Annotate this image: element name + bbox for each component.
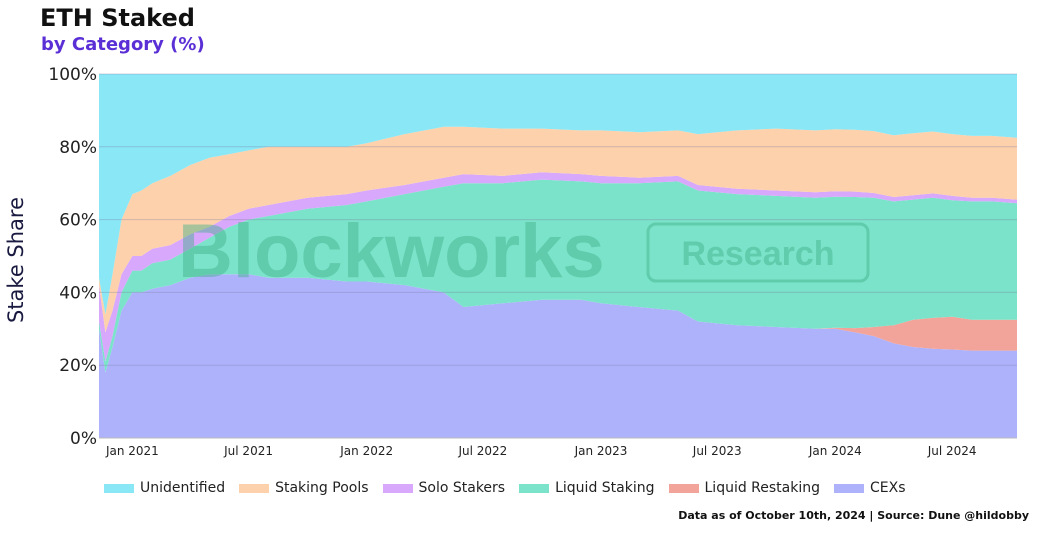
- area-layers: [99, 74, 1017, 438]
- legend-label: CEXs: [870, 480, 906, 496]
- watermark-tag: Research: [681, 235, 834, 273]
- gridlines: [99, 73, 1017, 366]
- legend-item-solo-stakers[interactable]: Solo Stakers: [382, 480, 506, 496]
- legend-item-staking-pools[interactable]: Staking Pools: [239, 480, 369, 496]
- legend-label: Liquid Restaking: [704, 480, 821, 496]
- x-tick-label: Jul 2022: [457, 444, 507, 458]
- legend-label: Liquid Staking: [555, 480, 655, 496]
- x-tick-label: Jan 2021: [105, 444, 159, 458]
- watermark-tag-box: [646, 222, 870, 283]
- area-staking-pools: [99, 126, 1017, 333]
- y-tick-label: 60%: [59, 211, 97, 231]
- legend-swatch: [382, 483, 413, 493]
- y-tick-label: 40%: [59, 283, 97, 303]
- legend-item-unidentified[interactable]: Unidentified: [104, 480, 225, 496]
- x-tick-label: Jul 2024: [927, 444, 977, 458]
- legend-swatch: [239, 483, 270, 493]
- chart-title: ETH Staked: [40, 4, 195, 32]
- legend-label: Unidentified: [140, 480, 226, 496]
- source-note: Data as of October 10th, 2024 | Source: …: [678, 509, 1029, 522]
- y-tick-label: 80%: [59, 138, 97, 158]
- y-tick-label: 100%: [48, 65, 97, 85]
- y-tick-labels: 0% 20% 40% 60% 80% 100%: [48, 65, 97, 449]
- legend-swatch: [519, 483, 550, 493]
- area-liquid-staking: [99, 179, 1017, 373]
- legend-label: Staking Pools: [275, 480, 369, 496]
- legend-item-liquid-staking[interactable]: Liquid Staking: [519, 480, 655, 496]
- watermark-brand: Blockworks: [178, 209, 605, 294]
- x-tick-labels: Jan 2021 Jul 2021 Jan 2022 Jul 2022 Jan 2023…: [105, 444, 977, 458]
- area-cexs: [99, 274, 1017, 438]
- x-tick-label: Jul 2023: [692, 444, 742, 458]
- chart-subtitle: by Category (%): [41, 34, 205, 55]
- legend-swatch: [668, 483, 699, 493]
- x-tick-label: Jan 2022: [339, 444, 393, 458]
- legend: Unidentified Staking Pools Solo Stakers Liq…: [104, 480, 906, 496]
- x-tick-label: Jul 2021: [223, 444, 273, 458]
- x-tick-label: Jan 2023: [574, 444, 628, 458]
- legend-swatch: [834, 483, 865, 493]
- y-tick-label: 0%: [70, 429, 97, 449]
- legend-swatch: [104, 483, 134, 493]
- x-tick-label: Jan 2024: [808, 444, 862, 458]
- area-unidentified: [99, 74, 1017, 315]
- legend-label: Solo Stakers: [418, 480, 506, 496]
- y-tick-label: 20%: [59, 356, 97, 376]
- legend-item-liquid-restaking[interactable]: Liquid Restaking: [668, 480, 821, 496]
- blockworks-watermark: Blockworks Research: [178, 209, 870, 294]
- legend-item-cexs[interactable]: CEXs: [834, 480, 906, 496]
